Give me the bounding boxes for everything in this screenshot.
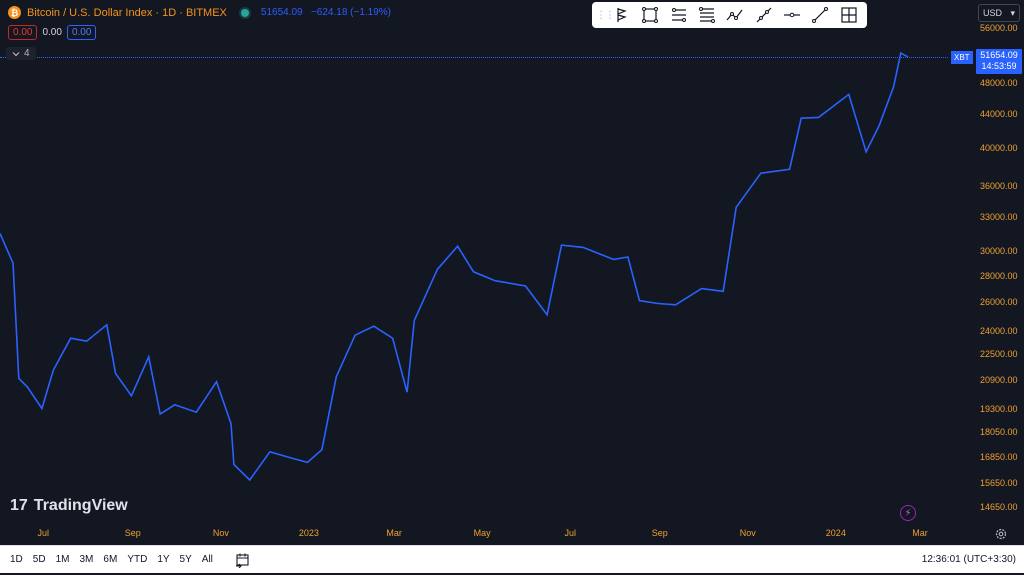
- price-line-chart[interactable]: [0, 0, 948, 520]
- range-buttons: 1D 5D 1M 3M 6M YTD 1Y 5Y All: [10, 554, 223, 565]
- ray-tool[interactable]: [750, 4, 778, 26]
- collapse-indicators-button[interactable]: 4: [6, 47, 36, 60]
- horizontal-line-tool[interactable]: [778, 4, 806, 26]
- ray-icon: [756, 7, 772, 23]
- range-button-3m[interactable]: 3M: [79, 554, 94, 565]
- time-axis-label: 2023: [298, 528, 319, 538]
- tradingview-logo-icon: 17: [10, 497, 28, 514]
- chart-area[interactable]: ₿ Bitcoin / U.S. Dollar Index · 1D · BIT…: [0, 0, 1024, 545]
- rectangle-icon: [642, 7, 659, 23]
- time-axis[interactable]: Jul Sep Nov 2023 Mar May Jul Sep Nov 2024 Mar: [0, 524, 948, 542]
- indicator-value-red: 0.00: [8, 25, 38, 40]
- price-axis-label: 20900.00: [980, 375, 1018, 386]
- market-status-icon[interactable]: [240, 8, 249, 17]
- path-icon: [727, 9, 743, 21]
- lightning-icon[interactable]: ⚡: [900, 505, 916, 521]
- indicator-value-plain: 0.00: [42, 27, 62, 38]
- fib-retracement-tool[interactable]: [693, 4, 721, 26]
- rectangle-tool[interactable]: [636, 4, 664, 26]
- range-button-1d[interactable]: 1D: [10, 554, 23, 565]
- range-button-6m[interactable]: 6M: [103, 554, 118, 565]
- price-axis-label: 14650.00: [980, 502, 1018, 512]
- drag-handle-icon[interactable]: ⋮⋮: [596, 9, 615, 21]
- price-axis[interactable]: 56000.00 48000.00 44000.00 40000.00 36000.00…: [948, 0, 1024, 520]
- price-axis-label: 36000.00: [980, 180, 1018, 191]
- price-series-line[interactable]: [0, 51, 909, 482]
- gear-icon[interactable]: [994, 527, 1008, 541]
- price-readout: 51654.09 −624.18 (−1.19%): [261, 7, 391, 18]
- last-price-line: [0, 57, 948, 58]
- indicator-count: 4: [24, 48, 30, 59]
- price-axis-label: 56000.00: [980, 23, 1018, 33]
- time-axis-label: Sep: [651, 528, 668, 538]
- path-tool[interactable]: [721, 4, 749, 26]
- tradingview-watermark[interactable]: 17 TradingView: [10, 497, 128, 515]
- bitcoin-logo-icon: ₿: [8, 6, 21, 19]
- indicator-value-blue: 0.00: [66, 25, 97, 40]
- symbol-tag: XBT: [951, 51, 973, 64]
- price-axis-label: 40000.00: [980, 143, 1018, 154]
- price-axis-label: 44000.00: [980, 109, 1018, 120]
- range-button-1m[interactable]: 1M: [55, 554, 70, 565]
- parallel-channel-tool[interactable]: [665, 4, 693, 26]
- price-axis-label: 22500.00: [980, 348, 1018, 359]
- last-price-readout: 51654.09: [260, 7, 303, 18]
- price-axis-label: 19300.00: [980, 403, 1018, 414]
- currency-value: USD: [983, 8, 1003, 18]
- parallel-channel-icon: [671, 8, 686, 22]
- price-axis-label: 15650.00: [980, 478, 1018, 489]
- chevron-down-icon: ▾: [1010, 7, 1015, 18]
- last-price-value: 51654.09: [980, 50, 1018, 60]
- time-axis-label: 2024: [825, 528, 846, 538]
- drawing-toolbar: ⋮⋮: [592, 2, 867, 28]
- price-axis-label: 33000.00: [980, 211, 1018, 222]
- time-axis-label: Nov: [739, 528, 756, 538]
- bottom-toolbar: 1D 5D 1M 3M 6M YTD 1Y 5Y All 12:36:01 (UTC+3:30): [0, 545, 1024, 573]
- trend-line-tool[interactable]: [806, 4, 834, 26]
- price-axis-label: 18050.00: [980, 427, 1018, 438]
- price-axis-label: 48000.00: [980, 78, 1018, 89]
- price-axis-label: 28000.00: [980, 270, 1018, 281]
- price-change-readout: −624.18 (−1.19%): [310, 7, 392, 18]
- time-axis-label: Sep: [124, 528, 141, 538]
- time-axis-label: May: [473, 528, 491, 538]
- time-axis-label: Jul: [564, 528, 576, 538]
- chevron-down-icon: [12, 51, 20, 56]
- flag-marker-icon: [617, 8, 627, 22]
- time-axis-label: Jul: [37, 528, 50, 538]
- time-axis-label: Mar: [386, 528, 402, 538]
- price-axis-label: 24000.00: [980, 325, 1018, 336]
- crosshair-frame-icon: [841, 7, 857, 23]
- time-axis-label: Mar: [912, 528, 928, 538]
- fib-retracement-icon: [699, 7, 716, 23]
- range-button-ytd[interactable]: YTD: [127, 554, 148, 565]
- flag-marker-tool[interactable]: [608, 4, 636, 26]
- range-button-5d[interactable]: 5D: [32, 554, 46, 565]
- range-button-all[interactable]: All: [201, 554, 213, 565]
- calendar-range-icon[interactable]: [235, 552, 251, 568]
- bar-countdown: 14:53:59: [981, 61, 1017, 71]
- time-axis-label: Nov: [212, 528, 229, 538]
- currency-select[interactable]: USD ▾: [978, 4, 1020, 22]
- price-axis-label: 30000.00: [980, 245, 1018, 256]
- symbol-legend: ₿ Bitcoin / U.S. Dollar Index · 1D · BIT…: [8, 6, 391, 19]
- price-axis-label: 26000.00: [980, 297, 1018, 308]
- price-axis-label: 16850.00: [980, 452, 1018, 463]
- indicator-values: 0.00 0.00 0.00: [8, 25, 97, 40]
- range-button-1y[interactable]: 1Y: [157, 554, 170, 565]
- crosshair-frame-tool[interactable]: [835, 4, 863, 26]
- symbol-title[interactable]: Bitcoin / U.S. Dollar Index · 1D · BITME…: [27, 6, 227, 19]
- horizontal-line-icon: [784, 12, 801, 18]
- last-price-label: 51654.09 14:53:59: [976, 49, 1022, 74]
- clock-readout[interactable]: 12:36:01 (UTC+3:30): [921, 554, 1016, 565]
- range-button-5y[interactable]: 5Y: [179, 554, 192, 565]
- trend-line-icon: [812, 7, 829, 23]
- tradingview-wordmark: TradingView: [33, 497, 128, 514]
